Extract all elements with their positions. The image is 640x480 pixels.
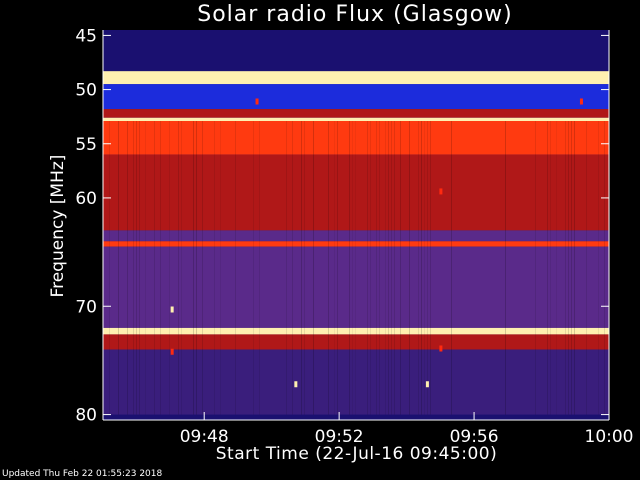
texture-streak [355,121,356,415]
band-8 [103,241,609,247]
band-11 [103,334,609,350]
band-1 [103,71,609,85]
texture-streak [565,121,566,415]
texture-streak [550,121,551,415]
texture-streak [385,121,386,415]
texture-streak [214,121,215,415]
texture-streak [160,121,161,415]
texture-streak [301,121,302,415]
texture-streak [169,121,170,415]
burst-7 [579,98,583,105]
band-12 [103,349,609,415]
y-tick-label-80: 80 [75,406,97,426]
texture-streak [136,121,137,415]
texture-streak [154,121,155,415]
y-tick-label-60: 60 [75,189,97,209]
burst-0 [170,306,174,313]
texture-streak [418,121,419,415]
texture-streak [574,121,575,415]
burst-5 [425,381,429,388]
texture-streak [427,121,428,415]
texture-streak [334,121,335,415]
band-2 [103,84,609,110]
texture-streak [349,121,350,415]
texture-streak [352,121,353,415]
texture-streak [586,121,587,415]
texture-streak [367,121,368,415]
y-axis-title: Frequency [MHz] [48,154,68,298]
x-tick-label-3: 10:00 [585,427,634,447]
texture-streak [109,121,110,415]
texture-streak [181,121,182,415]
texture-streak [598,121,599,415]
texture-streak [391,121,392,415]
band-4 [103,117,609,121]
band-0 [103,35,609,72]
texture-streak [304,121,305,415]
x-tick-label-2: 09:56 [450,427,499,447]
texture-streak [556,121,557,415]
x-tick-label-1: 09:52 [315,427,364,447]
texture-streak [370,121,371,415]
texture-streak [430,121,431,415]
band-7 [103,230,609,242]
y-tick-label-50: 50 [75,81,97,101]
texture-streak [604,121,605,415]
band-3 [103,109,609,118]
texture-streak [253,121,254,415]
x-tick-label-0: 09:48 [180,427,229,447]
texture-streak [259,121,260,415]
texture-streak [535,121,536,415]
x-axis-title: Start Time (22-Jul-16 09:45:00) [215,444,498,464]
texture-streak [286,121,287,415]
texture-streak [568,121,569,415]
texture-streak [451,121,452,415]
texture-streak [424,121,425,415]
texture-streak [145,121,146,415]
texture-streak [127,121,128,415]
texture-streak [292,121,293,415]
texture-streak [379,121,380,415]
texture-streak [337,121,338,415]
texture-streak [313,121,314,415]
burst-2 [439,188,443,195]
texture-streak [388,121,389,415]
texture-streak [139,121,140,415]
texture-streak [409,121,410,415]
band-9 [103,246,609,328]
texture-streak [547,121,548,415]
y-tick-label-55: 55 [75,135,97,155]
texture-streak [376,121,377,415]
texture-streak [133,121,134,415]
texture-streak [400,121,401,415]
burst-4 [294,381,298,388]
texture-streak [505,121,506,415]
texture-streak [235,121,236,415]
texture-streak [220,121,221,415]
texture-streak [328,121,329,415]
burst-3 [439,345,443,352]
band-6 [103,154,609,231]
burst-6 [255,98,259,105]
texture-streak [202,121,203,415]
burst-1 [170,348,174,355]
texture-streak [394,121,395,415]
band-10 [103,327,609,335]
texture-streak [193,121,194,415]
texture-streak [178,121,179,415]
updated-timestamp: Updated Thu Feb 22 01:55:23 2018 [2,469,163,479]
texture-streak [571,121,572,415]
band-5 [103,121,609,155]
texture-streak [196,121,197,415]
texture-streak [118,121,119,415]
y-tick-label-70: 70 [75,297,97,317]
chart-title: Solar radio Flux (Glasgow) [197,2,513,27]
y-tick-label-45: 45 [75,26,97,46]
texture-streak [421,121,422,415]
